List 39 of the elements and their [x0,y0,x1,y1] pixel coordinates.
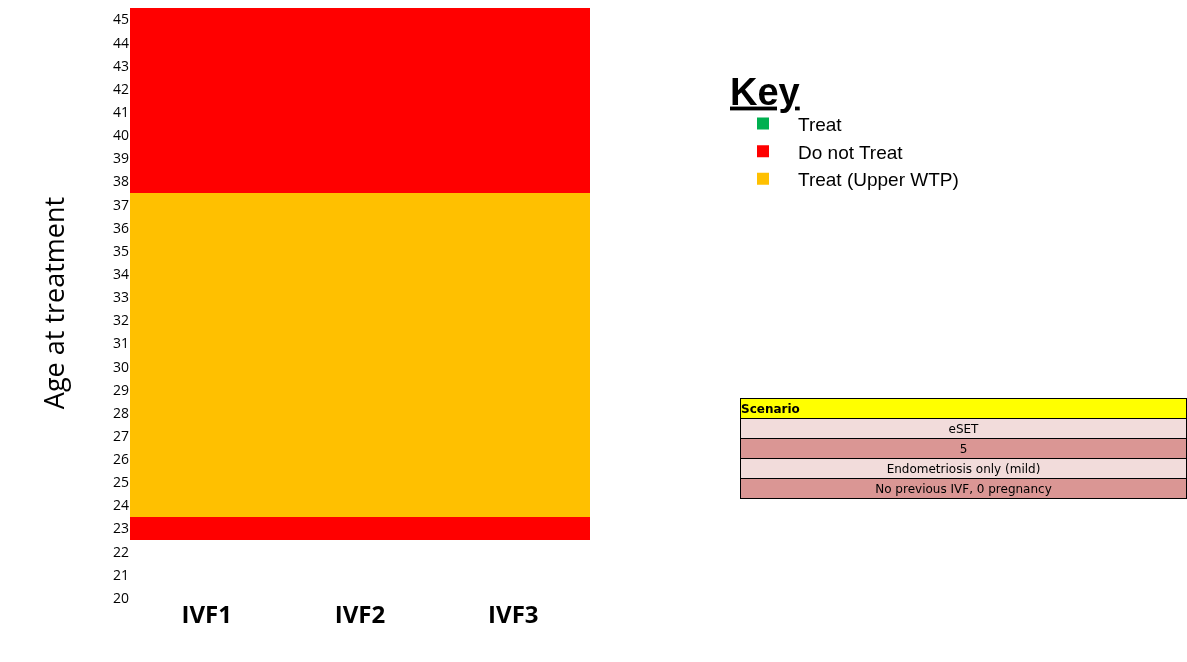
y-tick-label: 42 [112,78,129,98]
y-tick-label: 45 [112,9,129,29]
x-tick-label: IVF1 [181,597,232,630]
y-tick-label: 39 [112,148,129,168]
y-tick-label: 35 [112,240,129,260]
y-tick-label: 36 [112,217,129,237]
text: eSET [740,418,1187,439]
y-tick-label: 21 [112,564,129,584]
y-tick-label: 29 [112,379,129,399]
y-tick-label: 34 [112,263,129,283]
y-tick-label: 27 [112,425,129,445]
legend-label: Treat [798,113,843,135]
y-tick-label: 20 [112,587,129,607]
legend-label: Do not Treat [798,141,904,163]
y-tick-label: 31 [112,333,129,353]
y-tick-label: 26 [112,449,129,469]
legend-title: Key [730,70,800,113]
y-tick-label: 38 [112,171,129,191]
x-tick-label: IVF3 [488,597,539,630]
y-tick-label: 25 [112,472,129,492]
y-tick-label: 22 [112,541,129,561]
y-tick-label: 33 [112,287,129,307]
y-tick-label: 41 [112,102,129,122]
x-tick-label: IVF2 [334,597,386,630]
y-tick-label: 30 [112,356,129,376]
text: No previous IVF, 0 pregnancy [740,478,1187,499]
text: Endometriosis only (mild) [740,458,1187,479]
legend-label: Treat (Upper WTP) [798,169,959,191]
y-tick-label: 40 [112,125,129,145]
y-tick-label: 44 [112,32,129,52]
y-tick-label: 37 [112,194,129,214]
text: Scenario [740,398,1187,419]
y-tick-label: 23 [112,518,129,538]
y-tick-label: 28 [112,402,129,422]
text: 5 [740,438,1187,459]
y-tick-label: 24 [112,495,129,515]
y-tick-label: 43 [112,55,129,75]
y-axis-title: Age at treatment [35,196,73,410]
y-tick-label: 32 [112,310,129,330]
